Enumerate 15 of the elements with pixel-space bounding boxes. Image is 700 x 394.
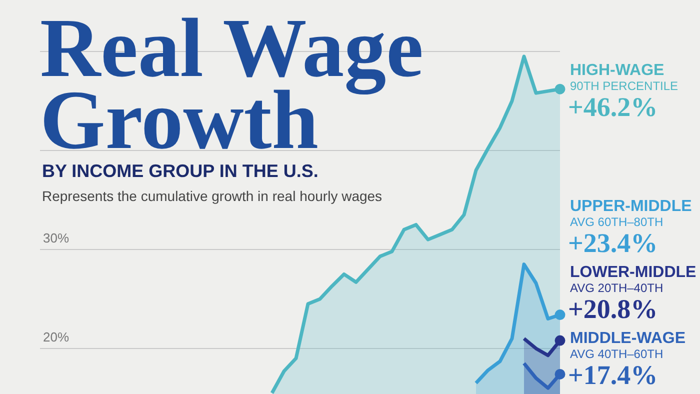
data-label: +20.8%	[568, 294, 658, 324]
data-label: +46.2%	[568, 92, 658, 122]
text: AVG 40TH–60TH	[570, 347, 664, 361]
text: AVG 20TH–40TH	[570, 281, 664, 295]
text: UPPER-MIDDLE	[570, 198, 692, 215]
y-tick-label: 30%	[43, 230, 70, 246]
text: 90TH PERCENTILE	[570, 79, 678, 93]
annotation: Represents the cumulative growth in real hourly wages	[42, 188, 382, 204]
series-label: MIDDLE-WAGE	[570, 330, 686, 347]
series-label: HIGH-WAGE	[570, 62, 665, 79]
data-label: +17.4%	[568, 360, 658, 390]
text: LOWER-MIDDLE	[570, 264, 697, 281]
y-tick-label: 20%	[43, 329, 70, 344]
text: AVG 60TH–80TH	[570, 215, 664, 229]
data-label: +23.4%	[568, 228, 658, 258]
